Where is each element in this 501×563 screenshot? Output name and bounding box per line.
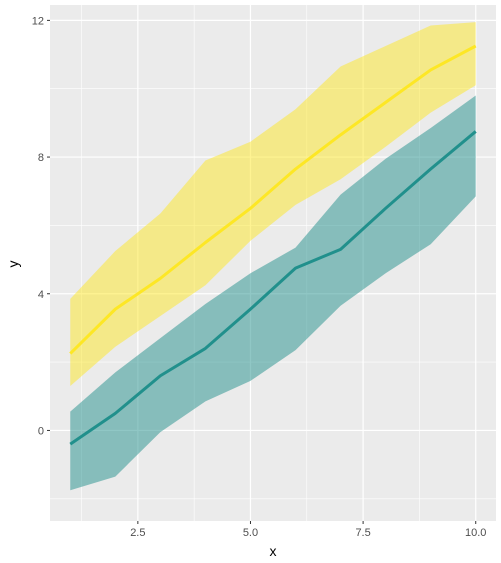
- x-tick-label: 2.5: [130, 527, 145, 539]
- y-tick-label: 12: [32, 15, 44, 27]
- series-lines: [69, 44, 477, 446]
- y-tick-label: 0: [38, 425, 44, 437]
- y-tick-label: 4: [38, 289, 44, 301]
- x-tick-label: 7.5: [355, 527, 370, 539]
- ribbon-2: [70, 95, 476, 491]
- y-tick-label: 8: [38, 152, 44, 164]
- y-axis: 0 4 8 12: [32, 15, 50, 437]
- x-axis: 2.5 5.0 7.5 10.0: [130, 521, 486, 539]
- x-tick-label: 5.0: [243, 527, 258, 539]
- ribbons: [70, 22, 476, 491]
- line-1: [69, 44, 477, 355]
- y-axis-title: y: [5, 261, 21, 268]
- ribbon-1: [70, 22, 476, 387]
- x-axis-title: x: [270, 543, 277, 559]
- x-tick-label: 10.0: [465, 527, 486, 539]
- line-2: [69, 130, 477, 446]
